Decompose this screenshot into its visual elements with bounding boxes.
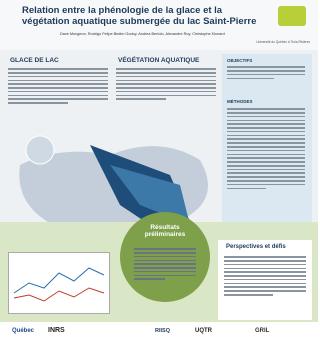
title: Relation entre la phénologie de la glace… — [22, 5, 262, 27]
footer: Québec INRS RIISQ UQTR GRIL — [0, 322, 318, 344]
sidebar: OBJECTIFS MÉTHODES — [222, 54, 312, 236]
section-title: VÉGÉTATION AQUATIQUE — [118, 57, 199, 64]
logo: Québec — [12, 328, 34, 334]
affiliation: Université du Québec à Trois-Rivières — [200, 40, 310, 44]
logo: RIISQ — [155, 328, 170, 334]
text-block — [224, 254, 306, 298]
logo: GRIL — [255, 328, 269, 334]
perspectives-box: Perspectives et défis — [218, 240, 312, 320]
text-block — [8, 66, 108, 106]
section-title: MÉTHODES — [227, 99, 253, 104]
header: Relation entre la phénologie de la glace… — [0, 0, 318, 50]
authors: Dave Mongeon, Rodrigo Felipe Bedim Godoy… — [60, 32, 310, 36]
logo-badge — [278, 6, 306, 26]
text-block — [227, 106, 305, 191]
section-title: GLACE DE LAC — [10, 57, 59, 64]
section-title: Résultats préliminaires — [130, 224, 200, 238]
poster: Relation entre la phénologie de la glace… — [0, 0, 318, 344]
logo: INRS — [48, 327, 65, 334]
text-block — [134, 246, 196, 282]
text-block — [227, 64, 305, 81]
chart-figure — [8, 252, 110, 314]
section-title: OBJECTIFS — [227, 58, 252, 63]
section-title: Perspectives et défis — [226, 244, 286, 250]
results-circle: Résultats préliminaires — [120, 212, 210, 302]
text-block — [116, 66, 216, 102]
logo: UQTR — [195, 328, 212, 334]
